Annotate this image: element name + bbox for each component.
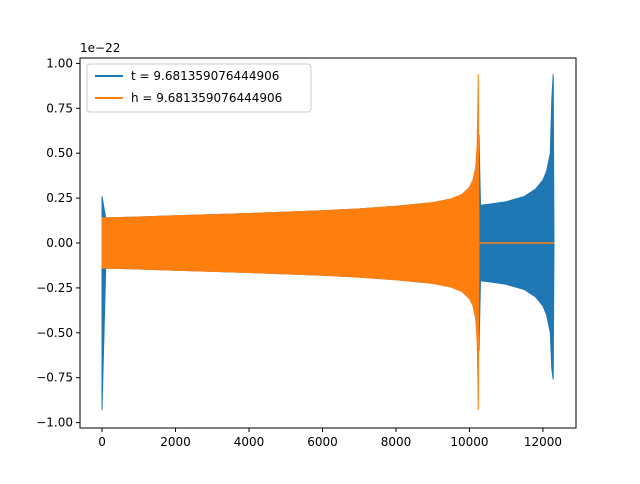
- y-tick-label: −0.25: [36, 281, 73, 295]
- y-tick-label: −1.00: [36, 416, 73, 430]
- x-tick-label: 10000: [450, 435, 488, 449]
- y-tick-label: 1.00: [46, 56, 73, 70]
- x-tick-label: 0: [98, 435, 106, 449]
- y-tick-label: 0.50: [46, 146, 73, 160]
- legend: t = 9.681359076444906 h = 9.681359076444…: [86, 63, 312, 113]
- series-layer: [101, 74, 555, 411]
- x-tick-label: 8000: [381, 435, 412, 449]
- x-tick-label: 6000: [307, 435, 338, 449]
- series-h: [101, 74, 554, 411]
- x-tick-label: 2000: [160, 435, 191, 449]
- y-tick-label: 0.25: [46, 191, 73, 205]
- offset-text: 1e−22: [80, 41, 120, 55]
- legend-box: [86, 63, 312, 113]
- y-tick-label: 0.75: [46, 101, 73, 115]
- legend-label-h: h = 9.681359076444906: [131, 91, 282, 105]
- y-tick-label: −0.50: [36, 326, 73, 340]
- y-tick-label: 0.00: [46, 236, 73, 250]
- x-axis-ticks: 0 2000 4000 6000 8000 10000 12000: [98, 428, 562, 449]
- y-tick-label: −0.75: [36, 371, 73, 385]
- y-axis-ticks: −1.00 −0.75 −0.50 −0.25 0.00 0.25 0.50 0.75 1.00: [36, 56, 80, 430]
- legend-label-t: t = 9.681359076444906: [131, 69, 279, 83]
- x-tick-label: 12000: [524, 435, 562, 449]
- x-tick-label: 4000: [234, 435, 265, 449]
